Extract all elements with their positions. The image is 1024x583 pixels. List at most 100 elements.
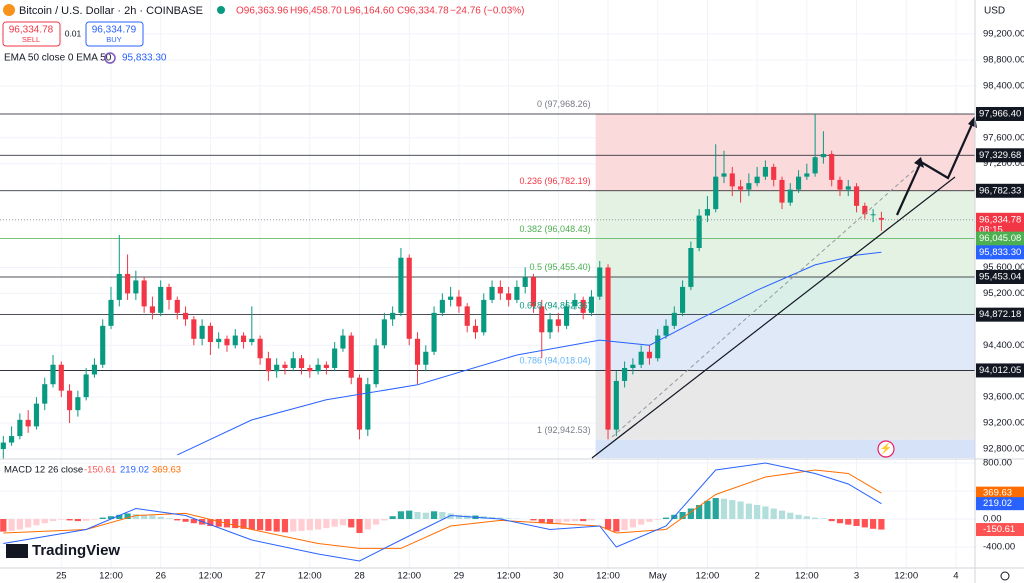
x-tick-label: 12:00: [696, 571, 720, 582]
candle-body: [249, 338, 255, 343]
candle-body: [174, 299, 180, 313]
level-price-label: 97,329.68: [979, 150, 1021, 161]
x-tick-label: 12:00: [99, 571, 123, 582]
candle-body: [431, 312, 437, 352]
level-price-label: 96,782.33: [979, 185, 1021, 196]
histogram-bar: [165, 518, 173, 520]
histogram-bar: [190, 519, 197, 524]
candle-body: [282, 364, 288, 368]
candle-body: [663, 325, 669, 336]
histogram-bar: [638, 519, 645, 525]
candle-body: [191, 319, 197, 339]
candle-body: [381, 319, 387, 346]
candle-body: [348, 335, 354, 378]
candle-body: [754, 176, 760, 184]
histogram-bar: [439, 512, 446, 520]
candle-body: [232, 335, 238, 346]
candle-body: [240, 335, 247, 343]
sell-button[interactable]: [2, 21, 61, 47]
histogram-bar: [546, 519, 554, 524]
y-tick-label: 95,200.00: [983, 288, 1024, 299]
candle-body: [340, 335, 346, 349]
candle-body: [257, 338, 263, 359]
histogram-bar: [687, 508, 694, 520]
indicator-value: 95,833.30: [122, 53, 167, 64]
support-price-box: [976, 231, 1024, 246]
histogram-bar: [116, 514, 123, 520]
logo-icon: [6, 544, 28, 558]
candle-body: [845, 186, 851, 190]
histogram-bar: [74, 519, 81, 522]
candle-body: [116, 273, 122, 300]
y-tick-label: 800.00: [983, 458, 1012, 469]
histogram-bar: [464, 515, 471, 520]
candle-body: [787, 189, 793, 203]
histogram-bar: [820, 518, 827, 520]
candle-body: [605, 267, 611, 430]
ema-price-box: [976, 245, 1024, 260]
candle-body: [0, 442, 6, 450]
histogram-bar: [281, 519, 289, 533]
trendline: [591, 176, 956, 459]
signal-value-label: 369.63: [983, 488, 1012, 499]
y-tick-label: 94,400.00: [983, 340, 1024, 351]
change: −24.76 (−0.03%): [450, 6, 525, 17]
histogram-bar: [737, 501, 744, 520]
histogram-bar: [314, 519, 322, 530]
candle-body: [356, 377, 363, 430]
fib-label: 0.786 (94,018.04): [520, 355, 591, 365]
candle-body: [779, 179, 785, 203]
histogram-bar: [604, 519, 612, 530]
candle-body: [630, 364, 636, 368]
y-tick-label: 99,200.00: [983, 28, 1024, 39]
candle-body: [655, 335, 661, 359]
ohlc-high: H96,458.70: [290, 6, 342, 17]
fib-zone: [595, 315, 975, 371]
histogram-bar: [845, 519, 852, 525]
histogram-bar: [240, 519, 247, 529]
candle-body: [414, 338, 421, 365]
ohlc-close: C96,334.78: [397, 6, 449, 17]
y-tick-label: 98,800.00: [983, 54, 1024, 65]
candle-body: [564, 306, 570, 326]
histogram-bar: [339, 519, 347, 526]
histogram-bar: [323, 519, 330, 529]
histogram-bar: [83, 519, 90, 521]
fib-zone: [595, 370, 975, 440]
histogram-bar: [679, 512, 686, 520]
level-price-box: [976, 148, 1024, 163]
settings[interactable]: [1000, 571, 1010, 581]
candle-body: [464, 306, 470, 326]
histogram-bar: [331, 519, 338, 527]
candle-body: [738, 186, 744, 190]
histogram-bar: [729, 500, 736, 520]
x-tick-label: 3: [854, 571, 859, 582]
y-tick-label: 98,400.00: [983, 80, 1024, 91]
x-tick-label: 4: [953, 571, 958, 582]
ohlc-low: L96,164.60: [344, 6, 394, 17]
buy-button[interactable]: [85, 21, 144, 47]
histogram-bar: [389, 516, 396, 520]
ohlc-open: O96,363.96: [236, 6, 289, 17]
candle-body: [390, 312, 396, 320]
macd-line: [3, 462, 882, 562]
candle-body: [613, 380, 619, 430]
x-tick-label: 2: [754, 571, 759, 582]
candle-body: [75, 397, 81, 411]
macd-value-box: [976, 497, 1024, 511]
histogram-bar: [836, 519, 844, 524]
event-icon[interactable]: [877, 440, 895, 458]
candle-body: [398, 257, 404, 313]
candle-body: [33, 403, 40, 427]
macd-title: MACD 12 26 close: [4, 465, 83, 476]
candle-body: [795, 176, 802, 190]
candle-body: [555, 319, 561, 326]
x-tick-label: 12:00: [596, 571, 620, 582]
candle-body: [406, 257, 412, 339]
candle-body: [42, 384, 48, 404]
histogram-bar: [795, 514, 802, 520]
level-price-box: [976, 183, 1024, 198]
candle-body: [580, 299, 586, 313]
histogram-bar: [563, 519, 570, 522]
symbol[interactable]: Bitcoin / U.S. Dollar · 2h · COINBASE: [19, 5, 203, 17]
